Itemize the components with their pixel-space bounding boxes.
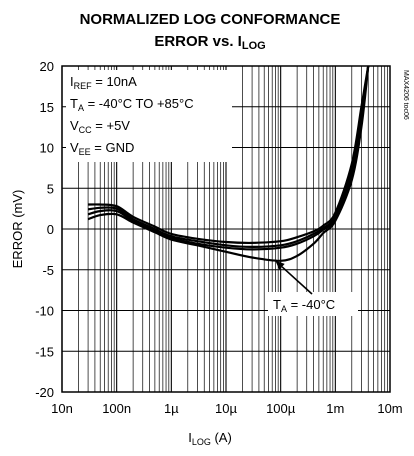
xlabel-suffix: (A) (211, 430, 232, 445)
title-line2-sub: LOG (242, 40, 266, 52)
y-tick-label: 0 (47, 222, 54, 237)
xlabel-sub: LOG (192, 437, 211, 447)
condition-line: TA = -40°C TO +85°C (70, 96, 194, 113)
condition-rest: = GND (91, 140, 135, 155)
condition-sub: EE (79, 147, 91, 157)
x-tick-label: 10n (51, 401, 73, 416)
annotation-rest: = -40°C (287, 297, 335, 312)
condition-rest: = -40°C TO +85°C (84, 96, 194, 111)
y-tick-label: 5 (47, 181, 54, 196)
condition-line: VEE = GND (70, 140, 134, 157)
x-tick-label: 10µ (215, 401, 237, 416)
condition-line: IREF = 10nA (70, 74, 137, 91)
x-tick-label: 100µ (266, 401, 296, 416)
condition-rest: = 10nA (92, 74, 138, 89)
series-line-3 (87, 66, 370, 251)
x-tick-label: 100n (102, 401, 131, 416)
y-tick-label: 15 (40, 100, 54, 115)
y-tick-label: -5 (42, 263, 54, 278)
chart-title-line1: NORMALIZED LOG CONFORMANCE (80, 11, 341, 28)
condition-line: VCC = +5V (70, 118, 130, 135)
condition-main: T (70, 96, 78, 111)
condition-sub: REF (74, 81, 93, 91)
condition-sub: CC (79, 125, 92, 135)
x-axis-label: ILOG (A) (188, 430, 232, 447)
y-tick-label: 10 (40, 141, 54, 156)
annotation-arrow (281, 266, 313, 295)
y-axis-label: ERROR (mV) (10, 190, 25, 269)
series-line-4 (87, 66, 370, 262)
xlabel-main: I (188, 430, 192, 445)
y-tick-label: 20 (40, 59, 54, 74)
condition-rest: = +5V (92, 118, 131, 133)
y-tick-label: -15 (35, 344, 54, 359)
annotation-main: T (273, 297, 281, 312)
annotation-label: TA = -40°C (273, 297, 335, 314)
y-tick-label: -20 (35, 385, 54, 400)
chart-title-line2: ERROR vs. ILOG (154, 33, 265, 52)
series-group (87, 66, 370, 262)
y-tick-labels: 20 15 10 5 0 -5 -10 -15 -20 (35, 59, 54, 400)
series-line-2 (87, 66, 370, 249)
condition-sub: A (78, 103, 84, 113)
condition-main: I (70, 74, 74, 89)
series-line-1 (88, 66, 370, 245)
x-tick-label: 10m (377, 401, 402, 416)
condition-main: V (70, 140, 79, 155)
condition-main: V (70, 118, 79, 133)
y-tick-label: -10 (35, 304, 54, 319)
plot-frame (61, 65, 391, 393)
title-line2-main: ERROR vs. I (154, 33, 242, 50)
x-tick-label: 1µ (164, 401, 179, 416)
annotation-arrowhead (275, 260, 285, 270)
x-tick-labels: 10n 100n 1µ 10µ 100µ 1m 10m (51, 401, 403, 416)
part-code: MAX4206 toc06 (402, 70, 409, 120)
annotation-sub: A (281, 304, 287, 314)
conditions-box (66, 70, 232, 162)
x-tick-label: 1m (326, 401, 344, 416)
annotation-box (268, 292, 358, 316)
